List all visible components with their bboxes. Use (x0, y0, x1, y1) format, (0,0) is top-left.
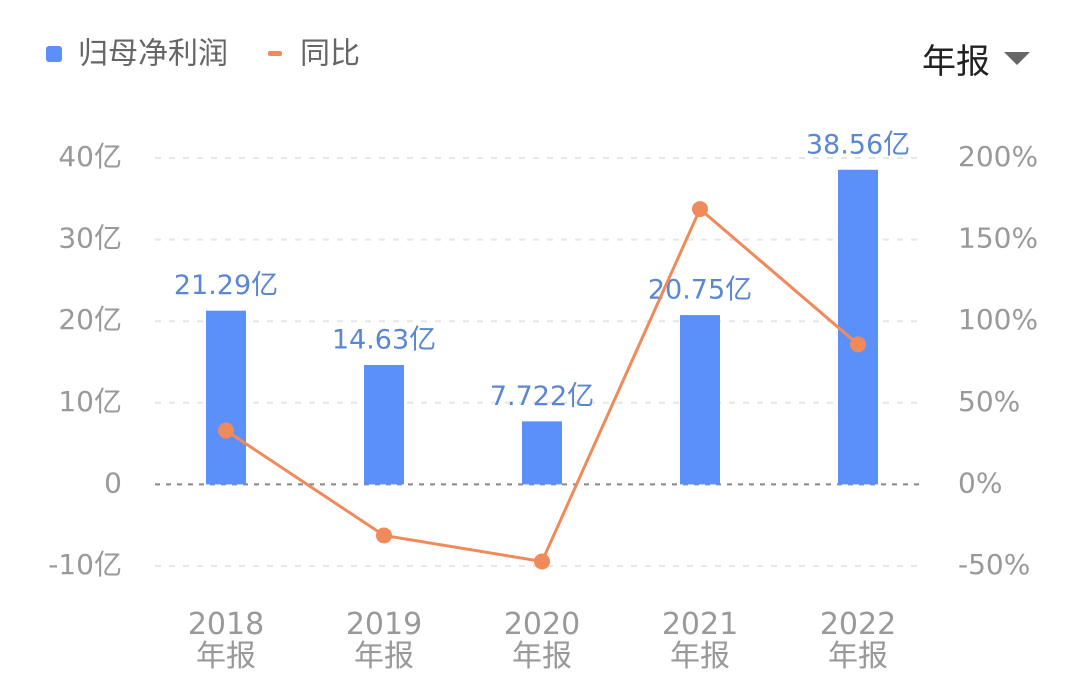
y-tick-label: 0 (104, 466, 122, 499)
bar (364, 365, 404, 485)
y-tick-label: 20亿 (58, 303, 122, 336)
y2-tick-label: -50% (958, 548, 1030, 581)
x-tick-label: 2019 年报 (345, 607, 423, 674)
line-point (376, 527, 392, 544)
x-tick-label: 2022 年报 (819, 607, 897, 674)
line-point (692, 201, 708, 218)
value-label: 21.29亿 (174, 270, 278, 301)
y2-tick-label: 200% (958, 140, 1038, 173)
y2-tick-label: 50% (958, 385, 1020, 418)
y2-tick-label: 100% (958, 303, 1038, 336)
y-tick-label: 10亿 (58, 385, 122, 418)
x-tick-label: 2018 年报 (187, 607, 265, 674)
bar (838, 169, 878, 485)
legend-marker (268, 51, 282, 56)
period-label[interactable]: 年报 (922, 42, 990, 82)
legend-label: 同比 (300, 37, 360, 72)
bar (680, 315, 720, 485)
value-label: 14.63亿 (332, 325, 436, 356)
y-tick-label: 40亿 (58, 140, 122, 173)
x-tick-label: 2021 年报 (661, 607, 739, 674)
legend-label: 归母净利润 (78, 37, 228, 72)
y2-tick-label: 0% (958, 466, 1002, 499)
bar (522, 421, 562, 485)
bar (206, 310, 246, 485)
period-dropdown[interactable]: 年报 (922, 34, 1030, 83)
y2-tick-label: 150% (958, 222, 1038, 255)
legend-marker (46, 46, 62, 62)
y-tick-label: 30亿 (58, 222, 122, 255)
dropdown-arrow[interactable] (1004, 51, 1030, 66)
line-point (534, 553, 550, 570)
value-label: 38.56亿 (806, 129, 910, 160)
line-point (850, 336, 866, 353)
x-tick-label: 2020 年报 (503, 607, 581, 674)
value-label: 7.722亿 (490, 381, 594, 412)
y-tick-label: -10亿 (48, 548, 122, 581)
line-point (218, 422, 234, 439)
